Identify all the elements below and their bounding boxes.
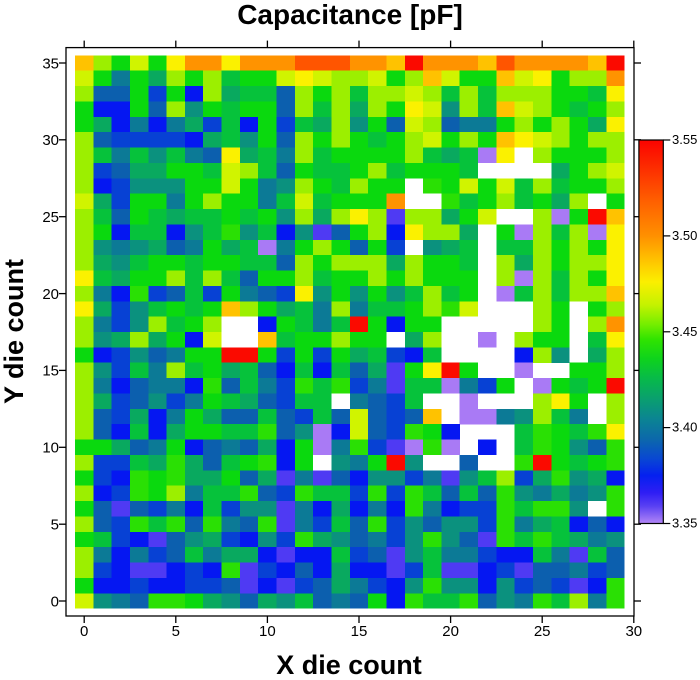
svg-text:5: 5: [51, 517, 59, 534]
svg-text:20: 20: [442, 623, 459, 640]
svg-text:3.45: 3.45: [672, 324, 697, 339]
svg-text:25: 25: [534, 623, 551, 640]
svg-text:15: 15: [42, 363, 59, 380]
svg-text:25: 25: [42, 209, 59, 226]
svg-text:0: 0: [51, 593, 59, 610]
svg-text:3.50: 3.50: [672, 228, 697, 243]
svg-text:5: 5: [172, 623, 180, 640]
svg-text:Capacitance [pF]: Capacitance [pF]: [237, 0, 463, 30]
svg-text:35: 35: [42, 55, 59, 72]
svg-text:X die count: X die count: [276, 650, 422, 680]
svg-text:20: 20: [42, 286, 59, 303]
svg-text:3.35: 3.35: [672, 516, 697, 531]
svg-text:0: 0: [80, 623, 88, 640]
svg-text:3.40: 3.40: [672, 420, 697, 435]
svg-text:3.55: 3.55: [672, 132, 697, 147]
svg-text:Y die count: Y die count: [0, 259, 29, 404]
svg-text:10: 10: [42, 440, 59, 457]
svg-text:10: 10: [259, 623, 276, 640]
svg-text:15: 15: [351, 623, 368, 640]
svg-text:30: 30: [625, 623, 642, 640]
svg-text:30: 30: [42, 132, 59, 149]
